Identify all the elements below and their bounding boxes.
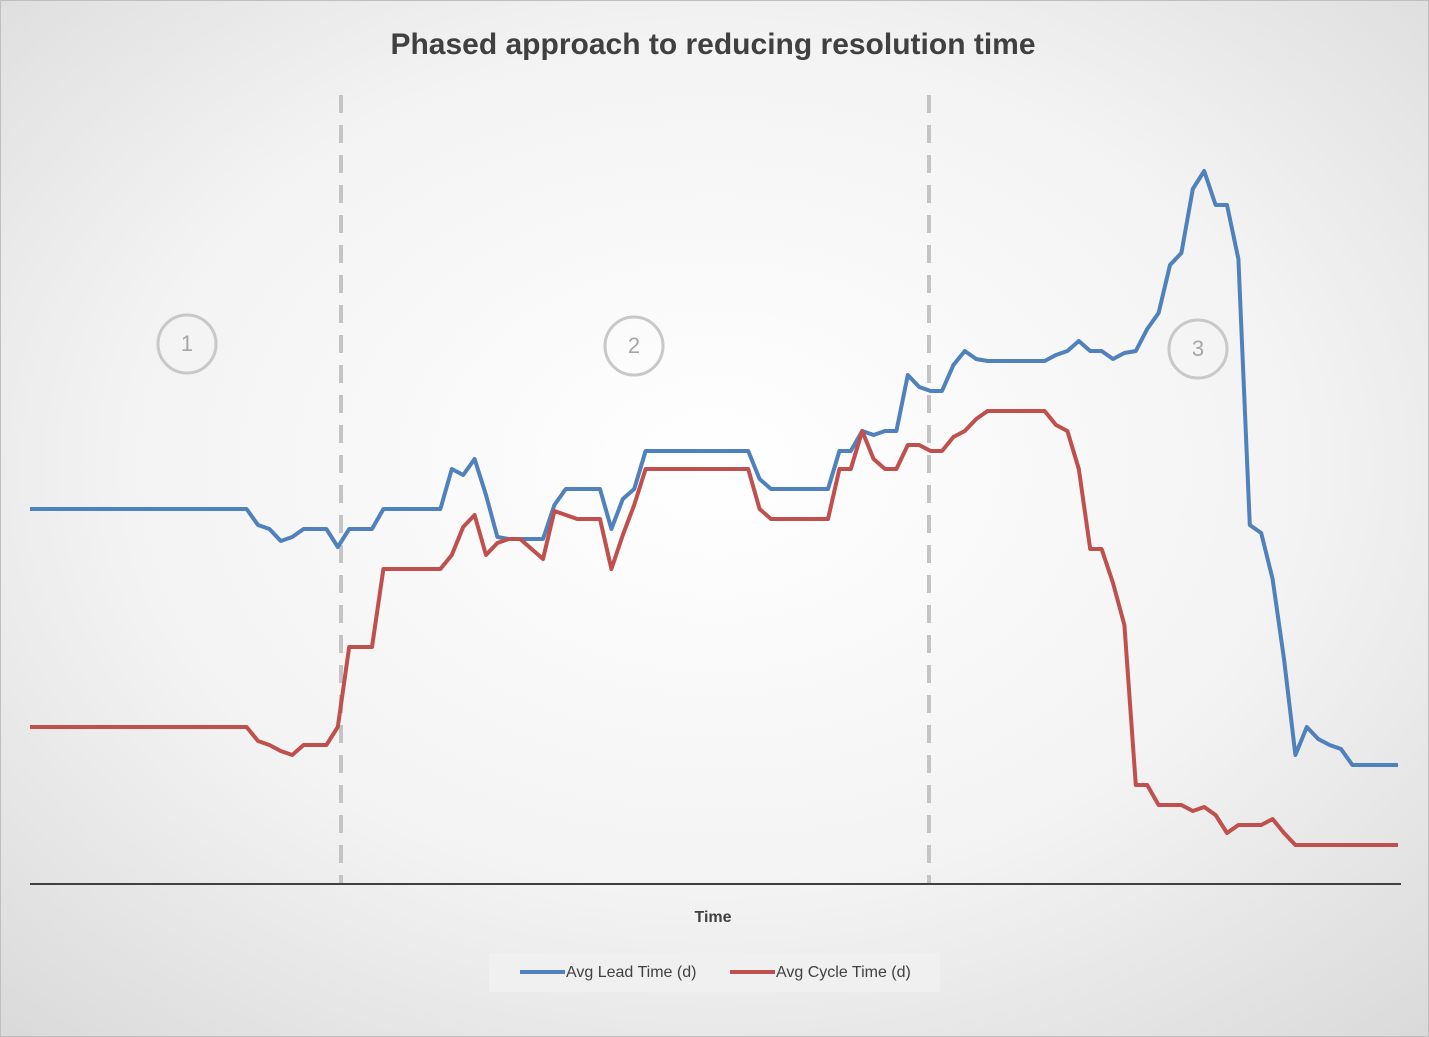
phase-label: 1 <box>181 331 193 356</box>
phase-label: 3 <box>1192 336 1204 361</box>
legend-label: Avg Cycle Time (d) <box>776 964 911 981</box>
x-axis-label: Time <box>694 909 731 926</box>
legend-label: Avg Lead Time (d) <box>566 964 696 981</box>
phase-circle <box>603 315 665 377</box>
series-line <box>30 169 1398 767</box>
series-line <box>30 409 1398 847</box>
phase-markers: 1 2 3 <box>156 313 1229 380</box>
phase-circle <box>156 313 218 375</box>
phase-circle <box>1167 318 1229 380</box>
phase-label: 2 <box>628 333 640 358</box>
chart-title: Phased approach to reducing resolution t… <box>390 28 1035 61</box>
